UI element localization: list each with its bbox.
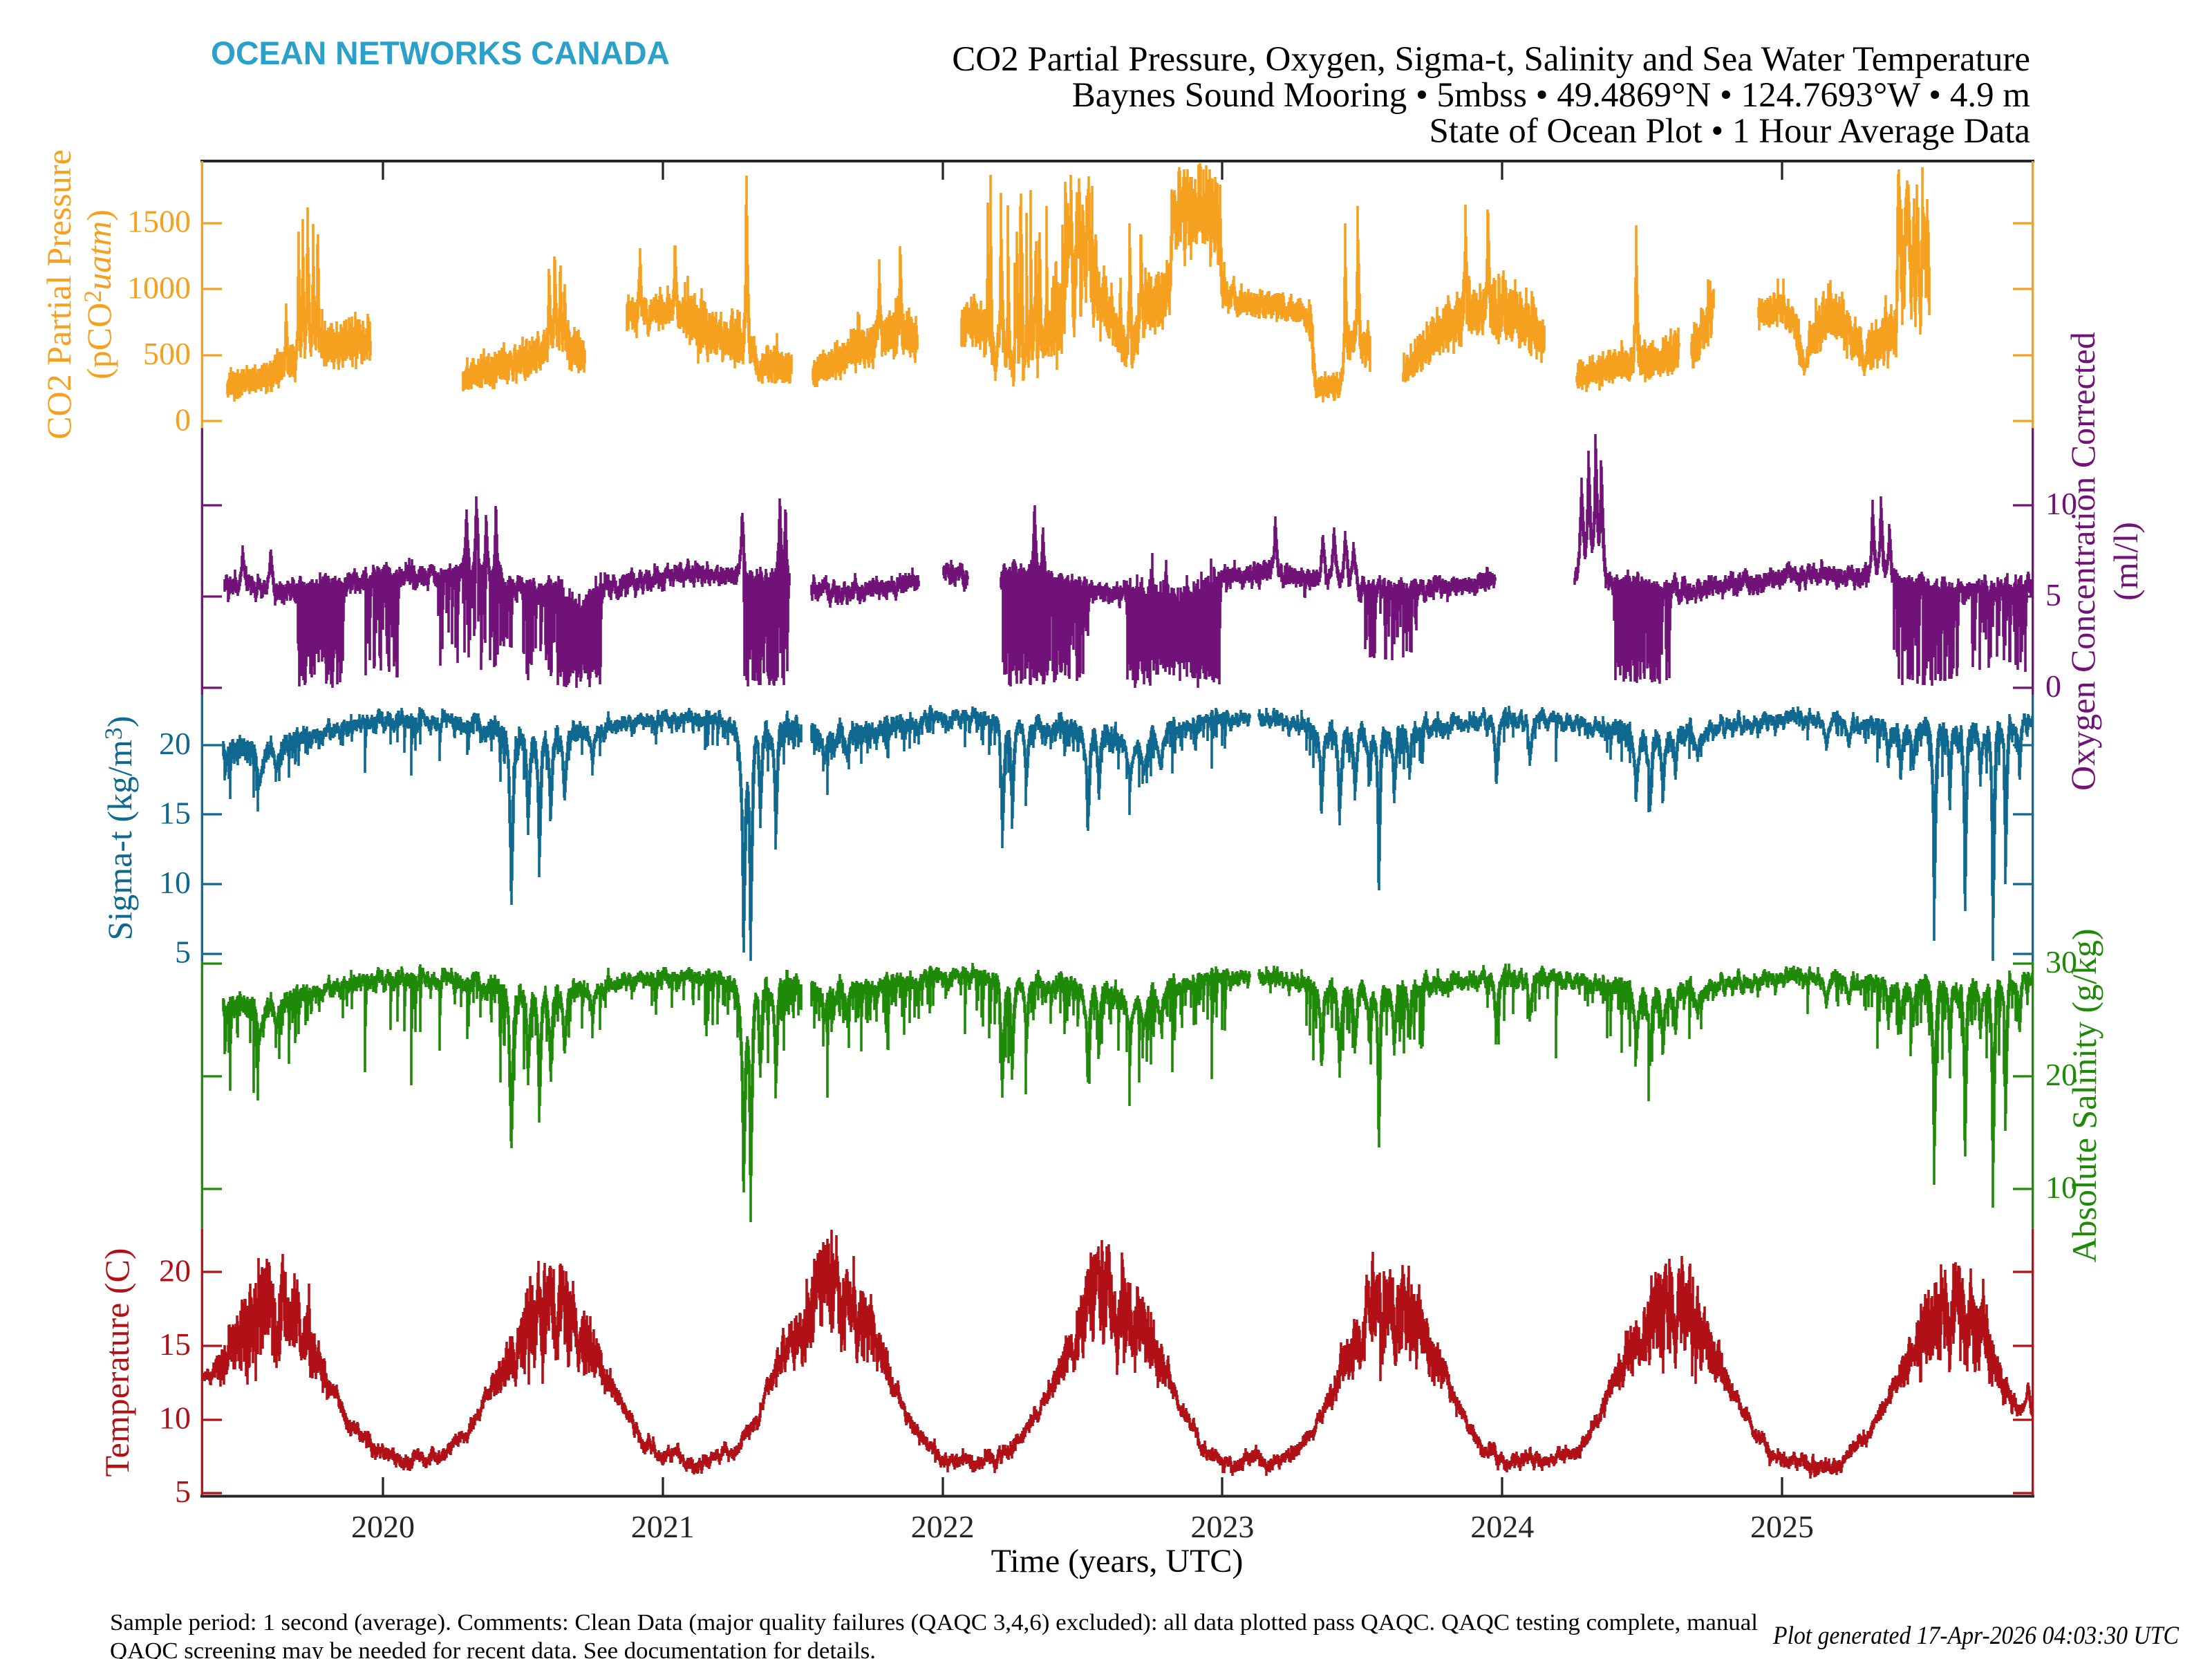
- svg-text:30: 30: [2045, 944, 2077, 980]
- svg-text:CO2 Partial Pressure, Oxygen,: CO2 Partial Pressure, Oxygen, Sigma-t, S…: [952, 40, 2030, 79]
- svg-text:15: 15: [159, 1327, 191, 1362]
- svg-text:5: 5: [2045, 577, 2061, 612]
- svg-text:Sample period: 1 second (avera: Sample period: 1 second (average). Comme…: [110, 1610, 1758, 1635]
- svg-text:Time (years, UTC): Time (years, UTC): [991, 1543, 1244, 1580]
- svg-text:State of Ocean Plot • 1 Hour A: State of Ocean Plot • 1 Hour Average Dat…: [1430, 112, 2030, 151]
- svg-text:Temperature (C): Temperature (C): [97, 1248, 136, 1477]
- svg-text:10: 10: [2045, 1170, 2077, 1205]
- svg-text:(pCO2uatm): (pCO2uatm): [79, 209, 118, 379]
- svg-text:20: 20: [2045, 1057, 2077, 1092]
- svg-text:Baynes Sound Mooring • 5mbss •: Baynes Sound Mooring • 5mbss • 49.4869°N…: [1072, 76, 2030, 115]
- svg-text:CO2 Partial Pressure: CO2 Partial Pressure: [39, 149, 78, 439]
- svg-text:Plot generated 17-Apr-2026 04:: Plot generated 17-Apr-2026 04:03:30 UTC: [1772, 1622, 2180, 1650]
- svg-text:2021: 2021: [631, 1509, 695, 1544]
- svg-text:0: 0: [175, 402, 191, 437]
- svg-text:2023: 2023: [1190, 1509, 1254, 1544]
- svg-text:2024: 2024: [1470, 1509, 1534, 1544]
- svg-text:1000: 1000: [127, 270, 191, 305]
- svg-text:10: 10: [159, 865, 191, 900]
- svg-text:2025: 2025: [1750, 1509, 1814, 1544]
- svg-text:(ml/l): (ml/l): [2106, 522, 2145, 601]
- svg-text:10: 10: [2045, 486, 2077, 521]
- svg-text:15: 15: [159, 796, 191, 831]
- svg-text:2022: 2022: [911, 1509, 975, 1544]
- svg-text:0: 0: [2045, 668, 2061, 704]
- svg-text:20: 20: [159, 726, 191, 761]
- svg-text:Oxygen Concentration Corrected: Oxygen Concentration Corrected: [2063, 332, 2102, 791]
- svg-text:1500: 1500: [127, 204, 191, 239]
- svg-text:2020: 2020: [351, 1509, 415, 1544]
- svg-text:10: 10: [159, 1400, 191, 1436]
- svg-text:20: 20: [159, 1253, 191, 1288]
- svg-text:500: 500: [143, 336, 191, 371]
- svg-text:Sigma-t (kg/m3): Sigma-t (kg/m3): [100, 716, 139, 941]
- svg-text:5: 5: [175, 1474, 191, 1509]
- svg-text:QAQC screening may be needed f: QAQC screening may be needed for recent …: [110, 1638, 876, 1659]
- svg-text:5: 5: [175, 935, 191, 970]
- svg-text:OCEAN NETWORKS CANADA: OCEAN NETWORKS CANADA: [211, 35, 670, 71]
- svg-text:Absolute Salinity (g/kg): Absolute Salinity (g/kg): [2065, 928, 2103, 1262]
